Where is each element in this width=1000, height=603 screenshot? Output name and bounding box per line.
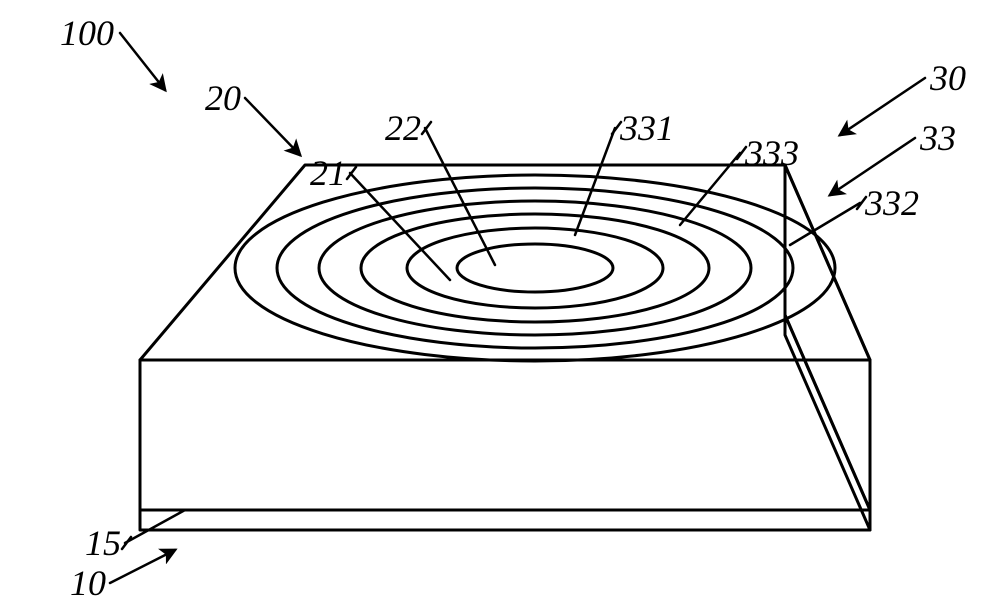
leader-15 [125, 510, 185, 543]
label-15: 15 [85, 523, 121, 563]
label-22: 22 [385, 108, 421, 148]
leader-30 [840, 78, 925, 135]
label-333: 333 [744, 133, 799, 173]
label-100: 100 [60, 13, 114, 53]
base-right [785, 315, 870, 530]
slab-right [785, 165, 870, 510]
leader-22 [425, 128, 495, 265]
label-20: 20 [205, 78, 241, 118]
base-front [140, 510, 870, 530]
geometry-group [140, 165, 870, 530]
ring-r2 [361, 214, 709, 322]
ring-outer [235, 175, 835, 361]
label-331: 331 [619, 108, 674, 148]
ring-inner [457, 244, 613, 292]
leader-20 [245, 98, 300, 155]
label-30: 30 [929, 58, 966, 98]
hook-15 [122, 537, 131, 549]
label-21: 21 [310, 153, 346, 193]
figure-svg: 100 20 22 21 30 33 331 333 332 1510 [0, 0, 1000, 603]
ring-r3 [319, 201, 751, 335]
leader-100 [120, 33, 165, 90]
label-10: 10 [70, 563, 106, 603]
label-332: 332 [864, 183, 919, 223]
label-33: 33 [919, 118, 956, 158]
slab-front [140, 360, 870, 510]
ring-r4 [277, 188, 793, 348]
ring-r1 [407, 228, 663, 308]
